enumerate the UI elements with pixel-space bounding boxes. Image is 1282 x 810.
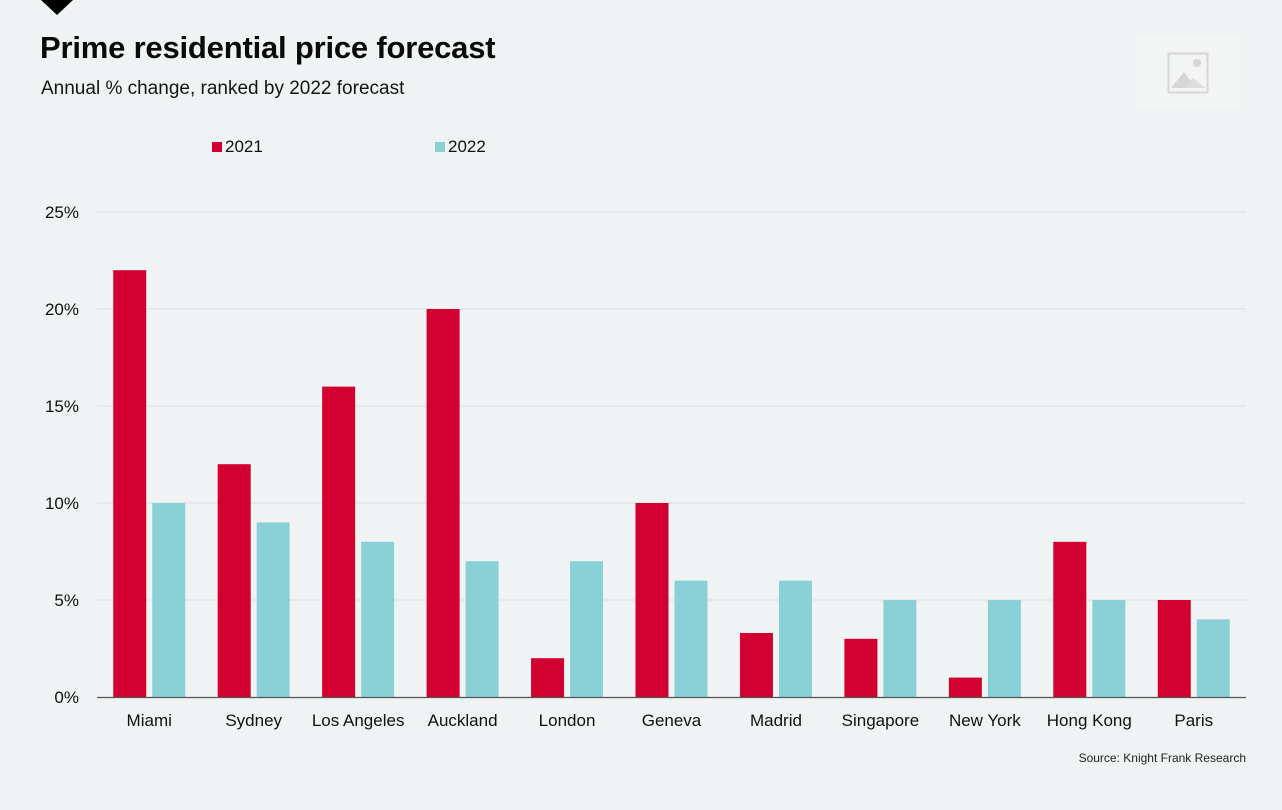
bar-2022-paris bbox=[1196, 619, 1230, 697]
bar-2021-madrid bbox=[739, 632, 773, 697]
bar-2021-hong-kong bbox=[1053, 541, 1087, 697]
chart-title: Prime residential price forecast bbox=[40, 30, 496, 65]
x-tick-label: Geneva bbox=[642, 711, 702, 730]
bar-2022-new-york bbox=[987, 600, 1021, 697]
bar-2021-singapore bbox=[844, 638, 878, 697]
bar-2021-geneva bbox=[635, 503, 669, 697]
x-tick-label: Paris bbox=[1174, 711, 1213, 730]
bar-2022-miami bbox=[152, 503, 186, 697]
bar-2022-madrid bbox=[778, 580, 812, 697]
image-placeholder bbox=[1136, 38, 1240, 108]
y-tick-label: 15% bbox=[45, 397, 79, 416]
x-tick-label: London bbox=[539, 711, 596, 730]
x-tick-label: Los Angeles bbox=[312, 711, 405, 730]
legend-label-2021: 2021 bbox=[225, 137, 263, 156]
x-tick-label: Singapore bbox=[842, 711, 920, 730]
y-tick-label: 10% bbox=[45, 494, 79, 513]
x-tick-label: Auckland bbox=[428, 711, 498, 730]
bar-2021-miami bbox=[113, 270, 147, 697]
legend-swatch-2021 bbox=[212, 142, 222, 152]
y-tick-label: 25% bbox=[45, 203, 79, 222]
bar-2021-london bbox=[531, 658, 565, 697]
bar-2021-new-york bbox=[948, 677, 982, 697]
x-tick-label: Miami bbox=[127, 711, 172, 730]
gridlines bbox=[97, 211, 1246, 601]
bars bbox=[113, 270, 1230, 697]
bar-2021-auckland bbox=[426, 309, 460, 697]
bar-2022-sydney bbox=[256, 522, 290, 697]
y-tick-label: 20% bbox=[45, 300, 79, 319]
y-axis-ticks: 0% 5% 10% 15% 20% 25% bbox=[45, 203, 79, 707]
bar-2022-singapore bbox=[883, 600, 917, 697]
chart-subtitle: Annual % change, ranked by 2022 forecast bbox=[41, 78, 405, 99]
bar-2021-sydney bbox=[217, 464, 251, 697]
source-note: Source: Knight Frank Research bbox=[1078, 751, 1246, 765]
x-tick-label: Sydney bbox=[225, 711, 282, 730]
image-placeholder-icon bbox=[1167, 52, 1209, 94]
bar-2022-los-angeles bbox=[361, 541, 395, 697]
bar-2021-paris bbox=[1157, 600, 1191, 697]
bar-2021-los-angeles bbox=[322, 386, 356, 697]
legend-swatch-2022 bbox=[435, 142, 445, 152]
bar-2022-geneva bbox=[674, 580, 708, 697]
y-tick-label: 5% bbox=[54, 591, 79, 610]
legend-label-2022: 2022 bbox=[448, 137, 486, 156]
x-tick-label: Madrid bbox=[750, 711, 802, 730]
bar-2022-hong-kong bbox=[1092, 600, 1126, 697]
legend-item-2022: 2022 bbox=[435, 137, 486, 157]
x-tick-label: New York bbox=[949, 711, 1021, 730]
x-tick-label: Hong Kong bbox=[1047, 711, 1132, 730]
legend-item-2021: 2021 bbox=[212, 137, 263, 157]
bar-2022-london bbox=[570, 561, 604, 697]
x-axis-labels: Miami Sydney Los Angeles Auckland London Gene… bbox=[127, 711, 1214, 730]
bar-2022-auckland bbox=[465, 561, 499, 697]
down-triangle-icon bbox=[41, 0, 73, 15]
y-tick-label: 0% bbox=[54, 688, 79, 707]
